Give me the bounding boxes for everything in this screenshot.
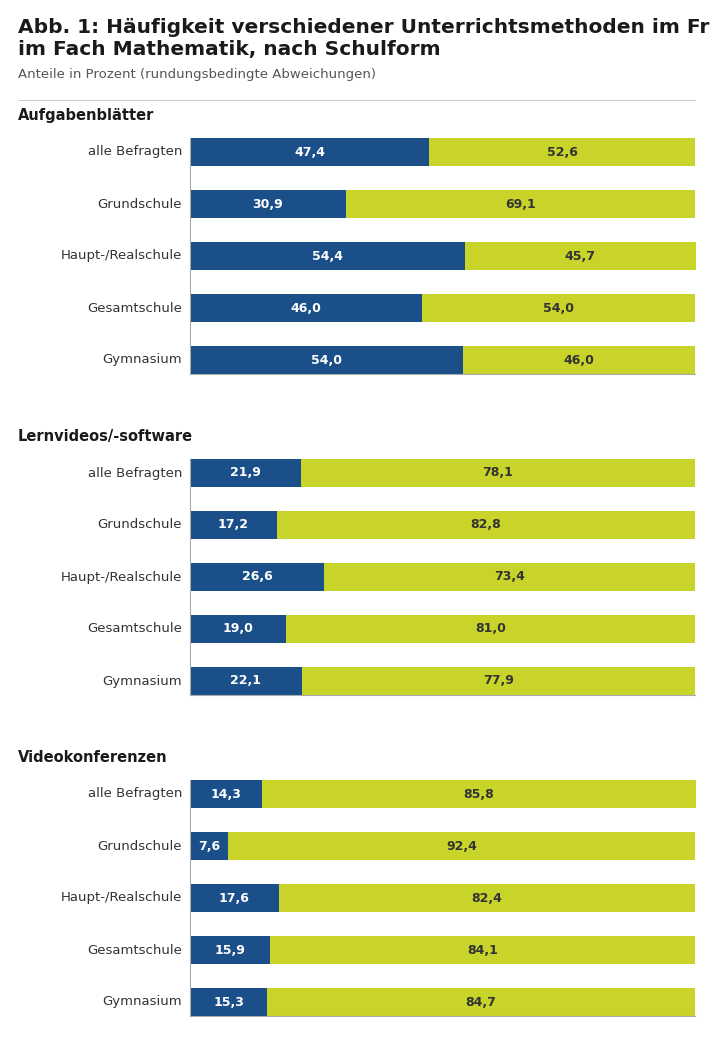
Text: 15,3: 15,3 <box>213 995 244 1009</box>
Text: im Fach Mathematik, nach Schulform: im Fach Mathematik, nach Schulform <box>18 40 441 59</box>
Text: Haupt-/Realschule: Haupt-/Realschule <box>60 250 182 262</box>
Bar <box>190 614 286 643</box>
Text: Gesamtschule: Gesamtschule <box>87 943 182 956</box>
Bar <box>190 458 300 487</box>
Text: Haupt-/Realschule: Haupt-/Realschule <box>60 570 182 584</box>
Bar <box>465 242 696 270</box>
Text: Abb. 1: Häufigkeit verschiedener Unterrichtsmethoden im Frühjahr 2020: Abb. 1: Häufigkeit verschiedener Unterri… <box>18 18 710 37</box>
Bar <box>190 936 271 964</box>
Text: 78,1: 78,1 <box>482 467 513 480</box>
Bar <box>286 614 695 643</box>
Text: alle Befragten: alle Befragten <box>87 787 182 800</box>
Text: Lernvideos/-software: Lernvideos/-software <box>18 429 193 444</box>
Text: 82,4: 82,4 <box>471 892 503 904</box>
Text: 17,2: 17,2 <box>218 519 249 531</box>
Text: Videokonferenzen: Videokonferenzen <box>18 750 168 765</box>
Text: 54,0: 54,0 <box>311 353 342 367</box>
Bar <box>190 138 430 165</box>
Text: 52,6: 52,6 <box>547 145 578 158</box>
Bar <box>190 832 229 860</box>
Text: 19,0: 19,0 <box>222 623 253 636</box>
Text: 17,6: 17,6 <box>219 892 250 904</box>
Bar <box>324 563 695 591</box>
Text: 73,4: 73,4 <box>494 570 525 584</box>
Text: 84,7: 84,7 <box>466 995 496 1009</box>
Bar <box>190 294 422 323</box>
Text: Gesamtschule: Gesamtschule <box>87 301 182 314</box>
Text: Grundschule: Grundschule <box>97 197 182 211</box>
Bar <box>262 780 696 808</box>
Text: 22,1: 22,1 <box>230 675 261 687</box>
Text: 7,6: 7,6 <box>198 839 220 853</box>
Text: Anteile in Prozent (rundungsbedingte Abweichungen): Anteile in Prozent (rundungsbedingte Abw… <box>18 69 376 81</box>
Bar <box>302 667 695 695</box>
Text: Gymnasium: Gymnasium <box>102 995 182 1009</box>
Text: Aufgabenblätter: Aufgabenblätter <box>18 108 154 123</box>
Text: 85,8: 85,8 <box>464 787 494 800</box>
Bar <box>190 242 465 270</box>
Text: Gesamtschule: Gesamtschule <box>87 623 182 636</box>
Text: 46,0: 46,0 <box>290 301 322 314</box>
Text: 92,4: 92,4 <box>447 839 477 853</box>
Text: 21,9: 21,9 <box>230 467 261 480</box>
Text: 81,0: 81,0 <box>475 623 506 636</box>
Text: Haupt-/Realschule: Haupt-/Realschule <box>60 892 182 904</box>
Bar <box>190 563 324 591</box>
Text: Grundschule: Grundschule <box>97 839 182 853</box>
Bar <box>190 346 463 374</box>
Bar <box>190 988 267 1016</box>
Text: 47,4: 47,4 <box>294 145 325 158</box>
Text: alle Befragten: alle Befragten <box>87 467 182 480</box>
Bar <box>229 832 695 860</box>
Text: 69,1: 69,1 <box>505 197 536 211</box>
Bar <box>267 988 695 1016</box>
Text: 14,3: 14,3 <box>211 787 241 800</box>
Bar <box>190 667 302 695</box>
Text: 26,6: 26,6 <box>242 570 273 584</box>
Bar <box>346 190 695 218</box>
Text: 54,0: 54,0 <box>543 301 574 314</box>
Text: 45,7: 45,7 <box>564 250 596 262</box>
Bar <box>190 780 262 808</box>
Text: 84,1: 84,1 <box>467 943 498 956</box>
Text: alle Befragten: alle Befragten <box>87 145 182 158</box>
Bar <box>422 294 695 323</box>
Bar <box>300 458 695 487</box>
Text: 30,9: 30,9 <box>253 197 283 211</box>
Text: Gymnasium: Gymnasium <box>102 675 182 687</box>
Bar <box>190 190 346 218</box>
Bar <box>277 511 695 539</box>
Bar <box>190 884 279 912</box>
Bar <box>271 936 695 964</box>
Bar <box>430 138 695 165</box>
Text: 54,4: 54,4 <box>312 250 343 262</box>
Text: Grundschule: Grundschule <box>97 519 182 531</box>
Bar <box>279 884 695 912</box>
Text: 15,9: 15,9 <box>214 943 246 956</box>
Text: 46,0: 46,0 <box>564 353 594 367</box>
Text: 77,9: 77,9 <box>483 675 514 687</box>
Bar <box>190 511 277 539</box>
Text: Gymnasium: Gymnasium <box>102 353 182 367</box>
Text: 82,8: 82,8 <box>471 519 501 531</box>
Bar <box>463 346 695 374</box>
